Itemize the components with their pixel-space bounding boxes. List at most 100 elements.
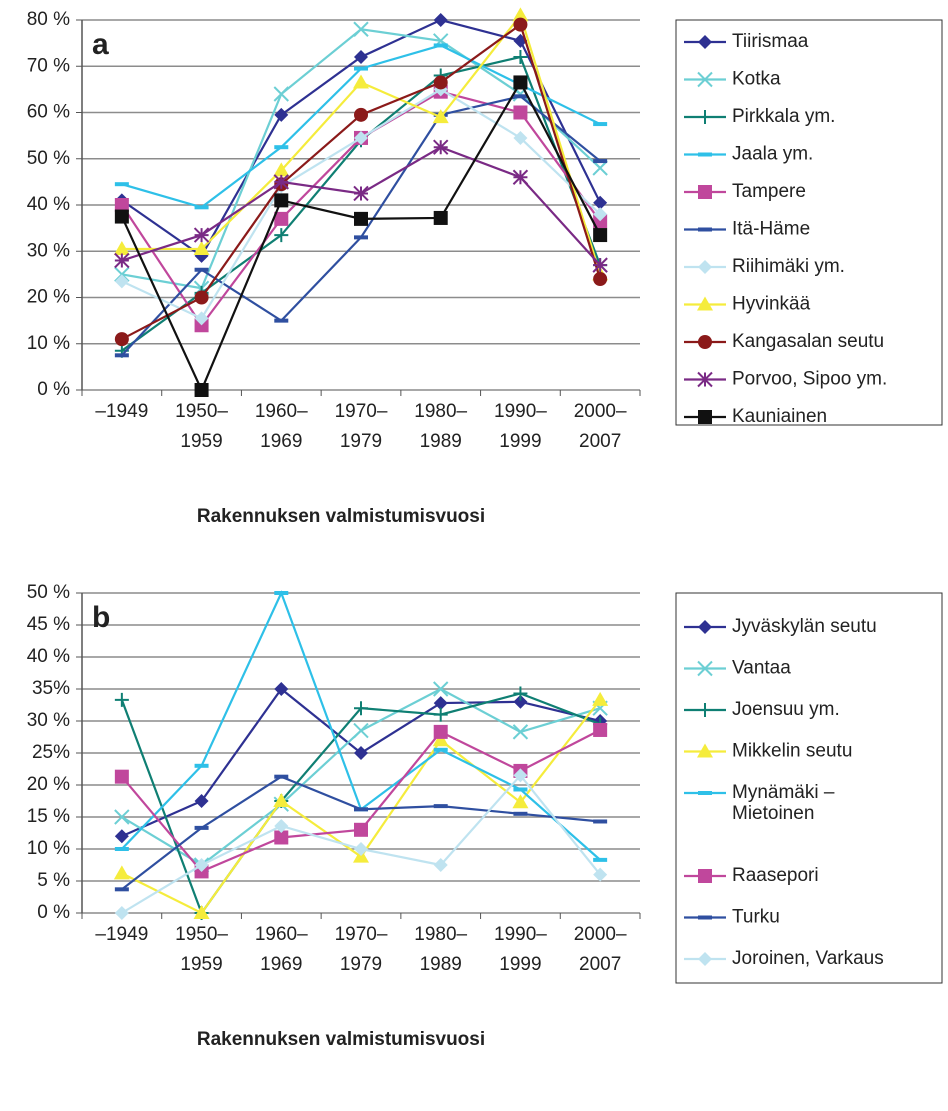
y-tick-label: 30 % [27, 240, 70, 261]
y-tick-label: 5 % [37, 870, 70, 891]
marker [193, 905, 210, 919]
marker [433, 75, 448, 90]
series-line [121, 590, 601, 861]
marker [274, 318, 289, 323]
marker [194, 383, 209, 397]
marker [593, 195, 608, 210]
marker [114, 252, 130, 269]
marker [432, 732, 449, 747]
x-tick-label: 1950– 1959 [175, 924, 228, 975]
x-tick-label: –1949 [95, 401, 148, 422]
marker [114, 353, 129, 358]
marker [274, 591, 289, 595]
marker [114, 769, 129, 784]
y-tick-label: 20 % [27, 287, 70, 308]
legend-label: Turku [732, 907, 780, 928]
series-markers [113, 691, 609, 919]
marker [433, 707, 448, 722]
marker [513, 130, 528, 145]
marker [433, 724, 448, 739]
legend-label: Raasepori [732, 865, 819, 886]
series-markers [114, 591, 608, 862]
marker [593, 867, 608, 882]
marker [113, 865, 130, 880]
marker [274, 818, 289, 833]
marker [194, 794, 209, 808]
marker [114, 209, 129, 224]
marker [354, 107, 368, 122]
x-tick-label: 1970– 1979 [335, 924, 388, 975]
legend-label: Kauniainen [732, 406, 827, 427]
marker [593, 722, 608, 737]
x-tick-label: 2000– 2007 [574, 401, 627, 452]
legend-marker [698, 227, 712, 232]
marker [354, 746, 368, 760]
series-line [121, 22, 602, 341]
marker [433, 43, 448, 48]
marker [114, 887, 129, 892]
x-tick-label: 1990– 1999 [494, 401, 547, 452]
marker [194, 267, 209, 272]
series-markers [114, 768, 608, 920]
marker [114, 829, 129, 844]
marker [354, 50, 368, 64]
legend-label: Joroinen, Varkaus [732, 948, 884, 969]
series-markers [114, 682, 608, 844]
marker [513, 17, 528, 32]
marker [193, 227, 210, 243]
marker [354, 842, 368, 856]
marker [592, 160, 608, 176]
marker [593, 228, 608, 243]
x-axis-title: Rakennuksen valmistumisvuosi [197, 506, 485, 527]
marker [194, 825, 209, 830]
marker [194, 858, 209, 872]
marker [432, 109, 449, 124]
legend-label: Jaala ym. [732, 144, 813, 165]
marker [354, 211, 368, 226]
marker [274, 774, 289, 779]
legend-marker [698, 185, 712, 199]
marker [114, 809, 130, 825]
series-line [120, 90, 602, 328]
marker [433, 858, 448, 872]
marker [193, 240, 210, 255]
marker [114, 198, 129, 212]
y-tick-label: 50 % [27, 148, 70, 169]
marker [512, 724, 529, 740]
y-tick-label: 0 % [37, 902, 70, 923]
y-tick-label: 70 % [27, 55, 70, 76]
marker [114, 692, 129, 707]
x-tick-label: –1949 [95, 924, 148, 945]
marker [113, 240, 130, 255]
marker [354, 130, 368, 145]
marker [593, 122, 608, 127]
legend-marker [697, 743, 713, 758]
marker [354, 807, 368, 812]
y-tick-label: 15 % [27, 806, 70, 827]
y-tick-label: 40 % [27, 194, 70, 215]
series-line [121, 687, 601, 867]
legend-label: Joensuu ym. [732, 699, 840, 720]
marker [512, 794, 529, 809]
series-line [121, 145, 601, 266]
marker [513, 75, 528, 90]
marker [354, 822, 368, 837]
marker [433, 210, 448, 225]
legend-label: Mikkelin seutu [732, 741, 852, 762]
legend-label: Jyväskylän seutu [732, 616, 877, 637]
legend-marker [698, 791, 712, 795]
series-markers [114, 75, 608, 397]
marker [353, 21, 369, 37]
marker [274, 682, 289, 696]
marker [194, 311, 209, 326]
legend-marker [698, 110, 712, 124]
series-markers [114, 17, 608, 347]
marker [593, 819, 608, 824]
marker [433, 13, 448, 27]
y-tick-label: 60 % [27, 102, 70, 123]
marker [593, 857, 608, 862]
marker [274, 228, 289, 243]
legend-label: Pirkkala ym. [732, 106, 835, 127]
marker [353, 722, 369, 739]
y-tick-label: 10 % [27, 838, 70, 859]
